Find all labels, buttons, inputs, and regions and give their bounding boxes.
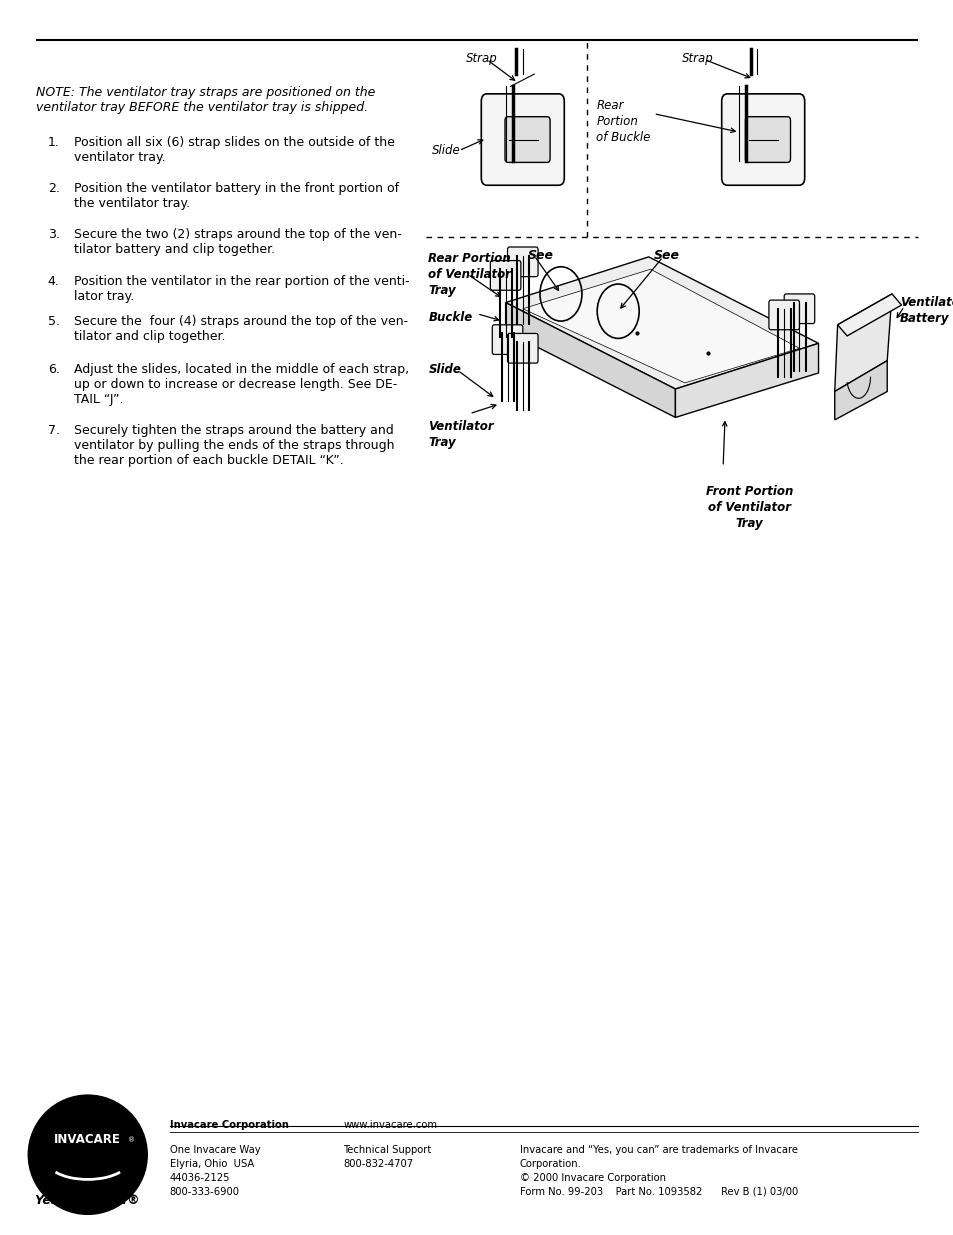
Text: Strap: Strap	[681, 52, 713, 65]
Text: Position the ventilator in the rear portion of the venti-
lator tray.: Position the ventilator in the rear port…	[74, 275, 410, 304]
Text: ®: ®	[128, 1137, 135, 1142]
Text: Slide: Slide	[428, 363, 460, 377]
FancyBboxPatch shape	[507, 247, 537, 277]
Text: Strap: Strap	[465, 52, 497, 65]
Text: 3.: 3.	[48, 228, 59, 242]
Text: Position the ventilator battery in the front portion of
the ventilator tray.: Position the ventilator battery in the f…	[74, 182, 399, 210]
FancyBboxPatch shape	[744, 117, 790, 162]
Text: www.invacare.com: www.invacare.com	[343, 1120, 437, 1130]
FancyBboxPatch shape	[490, 261, 520, 290]
Text: NOTE: The ventilator tray straps are positioned on the
ventilator tray BEFORE th: NOTE: The ventilator tray straps are pos…	[36, 86, 375, 115]
Polygon shape	[505, 303, 675, 417]
Text: Invacare and “Yes, you can” are trademarks of Invacare
Corporation.
© 2000 Invac: Invacare and “Yes, you can” are trademar…	[519, 1145, 798, 1197]
Text: 4.: 4.	[48, 275, 59, 289]
Polygon shape	[505, 257, 818, 389]
Text: Buckle: Buckle	[428, 311, 472, 325]
Text: Invacare Corporation: Invacare Corporation	[170, 1120, 289, 1130]
Polygon shape	[834, 294, 891, 391]
Text: Ventilator
Tray: Ventilator Tray	[428, 420, 494, 448]
Text: Yes, you can:®: Yes, you can:®	[35, 1193, 140, 1207]
Text: Secure the two (2) straps around the top of the ven-
tilator battery and clip to: Secure the two (2) straps around the top…	[74, 228, 402, 257]
Text: Position all six (6) strap slides on the outside of the
ventilator tray.: Position all six (6) strap slides on the…	[74, 136, 395, 164]
Polygon shape	[834, 361, 886, 420]
FancyBboxPatch shape	[492, 325, 522, 354]
FancyBboxPatch shape	[504, 117, 550, 162]
FancyBboxPatch shape	[768, 300, 799, 330]
Text: Adjust the slides, located in the middle of each strap,
up or down to increase o: Adjust the slides, located in the middle…	[74, 363, 409, 406]
Text: INVACARE: INVACARE	[54, 1134, 121, 1146]
Text: 2.: 2.	[48, 182, 59, 195]
Text: One Invacare Way
Elyria, Ohio  USA
44036-2125
800-333-6900: One Invacare Way Elyria, Ohio USA 44036-…	[170, 1145, 260, 1197]
Text: Securely tighten the straps around the battery and
ventilator by pulling the end: Securely tighten the straps around the b…	[74, 424, 395, 467]
FancyBboxPatch shape	[507, 333, 537, 363]
Text: Rear Portion
of Ventilator
Tray: Rear Portion of Ventilator Tray	[428, 252, 511, 296]
Text: Rear
Portion
of Buckle: Rear Portion of Buckle	[596, 99, 650, 143]
Text: Technical Support
800-832-4707: Technical Support 800-832-4707	[343, 1145, 432, 1168]
Text: 5.: 5.	[48, 315, 60, 329]
FancyBboxPatch shape	[783, 294, 814, 324]
Text: Front Portion
of Ventilator
Tray: Front Portion of Ventilator Tray	[705, 485, 793, 530]
Text: Secure the  four (4) straps around the top of the ven-
tilator and clip together: Secure the four (4) straps around the to…	[74, 315, 408, 343]
Text: 6.: 6.	[48, 363, 59, 377]
Polygon shape	[522, 269, 799, 383]
Text: See: See	[653, 249, 679, 263]
Text: See: See	[527, 249, 553, 263]
FancyBboxPatch shape	[721, 94, 804, 185]
Text: 7.: 7.	[48, 424, 60, 437]
Polygon shape	[675, 343, 818, 417]
Text: 1.: 1.	[48, 136, 59, 149]
Polygon shape	[837, 294, 901, 336]
Text: Slide: Slide	[432, 144, 460, 157]
Ellipse shape	[29, 1095, 147, 1214]
Text: Ventilator
Battery: Ventilator Battery	[899, 296, 953, 325]
FancyBboxPatch shape	[481, 94, 563, 185]
